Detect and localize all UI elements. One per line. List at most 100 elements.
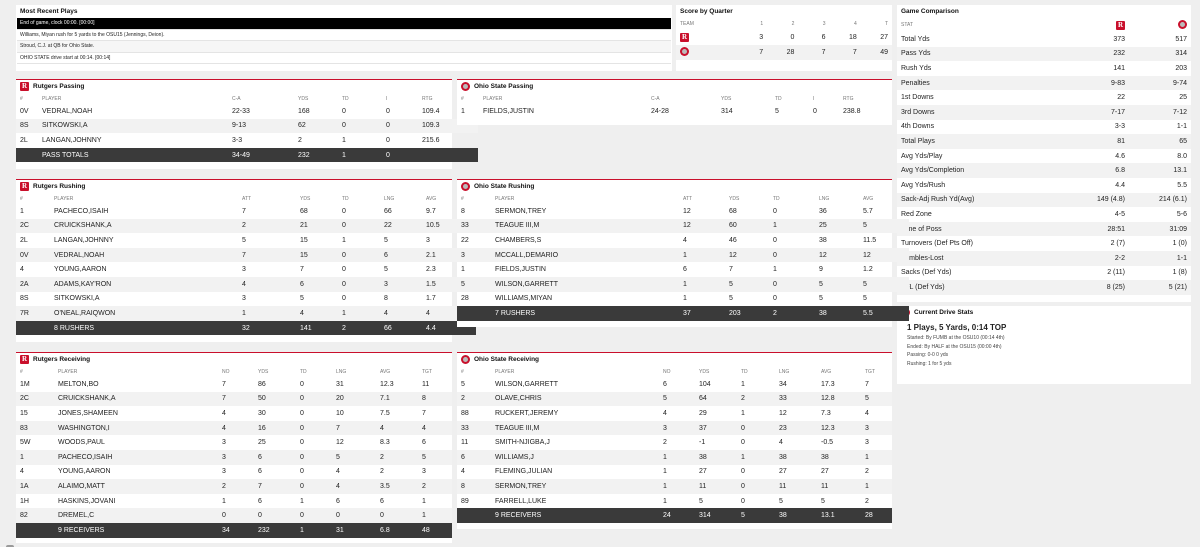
rutgers-rushing-table: # PLAYER ATT YDS TD LNG AVG 1 PACHECO,ISAIH 7 68 0 6… <box>16 193 476 336</box>
stat-cell: 1 <box>342 136 346 144</box>
total-cell: 6.8 <box>376 522 418 538</box>
stat-cell: 6 <box>380 497 384 505</box>
comparison-row: Red Zone 4-5 5-6 <box>897 207 1191 222</box>
stat-cell: 1 <box>741 409 745 417</box>
rutgers-passing-title: R Rutgers Passing <box>16 80 452 93</box>
stat-cell: 215.6 <box>422 136 440 144</box>
stat-cell: 31 <box>336 380 344 388</box>
player-name: JONES,SHAMEEN <box>58 409 118 417</box>
stat-cell: 7 <box>222 380 226 388</box>
stat-cell: 6 <box>296 276 338 292</box>
table-row: 4 YOUNG,AARON 3 6 0 4 2 3 <box>16 465 452 480</box>
stat-cell: 38 <box>819 236 827 244</box>
stat-cell: 6 <box>258 468 262 476</box>
table-row: 3 MCCALL,DEMARIO 1 12 0 12 12 <box>457 247 909 263</box>
column-header: LNG <box>779 368 790 375</box>
stat-cell: 0 <box>300 468 304 476</box>
comparison-row: 3rd Downs 7-17 7-12 <box>897 104 1191 120</box>
stat-cell: 4 <box>238 276 296 292</box>
stat-cell: 0 <box>296 449 332 465</box>
stat-cell: 0V <box>20 107 29 115</box>
stat-cell: 4 <box>865 409 869 417</box>
total-cell <box>16 147 38 163</box>
player-name: YOUNG,AARON <box>54 266 107 274</box>
column-header: LNG <box>384 195 395 202</box>
total-cell: 38 <box>815 306 859 321</box>
rutgers-value: 7-17 <box>1067 104 1129 120</box>
stat-cell: 22 <box>461 236 469 244</box>
stat-cell: 4 <box>20 468 24 476</box>
player-name: MCCALL,DEMARIO <box>491 247 679 263</box>
header-row: # PLAYER NO YDS TD LNG AVG TGT <box>16 366 452 377</box>
stat-cell: 2.3 <box>426 266 436 274</box>
stat-cell: 15 <box>296 247 338 263</box>
stat-cell: 1.7 <box>426 295 436 303</box>
stat-cell: 5 <box>819 295 823 303</box>
stat-cell: 4 <box>418 420 452 436</box>
player-name: WASHINGTON,I <box>54 420 218 436</box>
stat-header: STAT <box>901 22 914 28</box>
stat-cell: 0 <box>338 218 380 234</box>
stat-cell: 27 <box>821 468 829 476</box>
stat-cell: 3 <box>659 420 695 436</box>
rutgers-value: 149 (4.8) <box>1067 192 1129 208</box>
stat-cell: 7.1 <box>376 391 418 407</box>
game-comparison-panel: Game Comparison STAT R Total Yds 373 517 Pa… <box>897 5 1191 302</box>
stat-cell: 23 <box>775 420 817 436</box>
stat-cell: 7R <box>16 306 50 321</box>
osu-rushing-panel: Ohio State Rushing # PLAYER ATT YDS TD LNG AVG… <box>457 179 909 327</box>
drive-line: Passing: 0-0 0 yds <box>907 352 949 358</box>
stat-cell: 1 <box>679 247 725 263</box>
stat-name: TFL (Def Yds) <box>897 280 1067 295</box>
stat-cell: 5 <box>242 236 246 244</box>
stat-cell: 7 <box>729 266 733 274</box>
player-name: ALAIMO,MATT <box>54 479 218 494</box>
stat-cell: 33 <box>457 218 491 234</box>
rutgers-value: 4.4 <box>1115 181 1125 189</box>
table-row: 0V VEDRAL,NOAH 7 15 0 6 2.1 <box>16 247 476 263</box>
table-row: 1 FIELDS,JUSTIN 6 7 1 9 1.2 <box>457 262 909 277</box>
stat-cell: 11 <box>775 479 817 494</box>
table-row: 5 WILSON,GARRETT 6 104 1 34 17.3 7 <box>457 377 892 392</box>
stat-name: Time of Poss <box>897 221 1067 237</box>
quarter-score: 49 <box>860 45 892 60</box>
header-row: # PLAYER C-A YDS TD I RTG <box>16 93 478 104</box>
rutgers-value: 81 <box>1067 134 1129 149</box>
table-row: 8S SITKOWSKI,A 3 5 0 8 1.7 <box>16 292 476 307</box>
stat-cell: 7.3 <box>821 409 831 417</box>
quarter-score: 7 <box>829 45 861 60</box>
rutgers-value: 2 (11) <box>1107 269 1125 277</box>
stat-cell: 5 <box>821 497 825 505</box>
rutgers-receiving-title-text: Rutgers Receiving <box>33 356 91 363</box>
column-header: # <box>461 368 464 375</box>
total-cell: 34 <box>218 522 254 538</box>
stat-cell: 5 <box>418 449 452 465</box>
table-row: 8 SERMON,TREY 1 11 0 11 11 1 <box>457 479 892 494</box>
osu-logo-icon <box>461 82 470 91</box>
stat-cell: 0 <box>773 236 777 244</box>
stat-cell: 5 <box>461 380 465 388</box>
stat-cell: 5 <box>775 107 779 115</box>
osu-value: 314 <box>1129 46 1191 62</box>
column-header: TD <box>300 368 307 375</box>
total-cell: 37 <box>679 306 725 321</box>
total-cell: 13.1 <box>817 508 861 523</box>
play-item: Stroud, C.J. at QB for Ohio State. <box>17 41 671 53</box>
column-header: YDS <box>300 195 311 202</box>
stat-cell: 15 <box>20 409 28 417</box>
stat-cell: 3 <box>861 420 892 436</box>
osu-value: 25 <box>1179 94 1187 102</box>
stat-cell: 3 <box>242 295 246 303</box>
stat-cell: 8S <box>16 118 38 134</box>
play-item: End of game, clock 00:00. [00:00] <box>17 18 671 30</box>
stat-cell: 0 <box>338 276 380 292</box>
stat-cell: 0 <box>296 391 332 407</box>
stat-cell: 3 <box>222 439 226 447</box>
stat-cell: 22-33 <box>232 107 250 115</box>
table-row: 4 YOUNG,AARON 3 7 0 5 2.3 <box>16 262 476 277</box>
stat-cell: 8.3 <box>380 439 390 447</box>
current-drive-title: Current Drive Stats <box>897 306 1191 319</box>
stat-cell: 2C <box>16 391 54 407</box>
total-cell <box>457 508 491 523</box>
stat-cell: -0.5 <box>821 439 834 447</box>
